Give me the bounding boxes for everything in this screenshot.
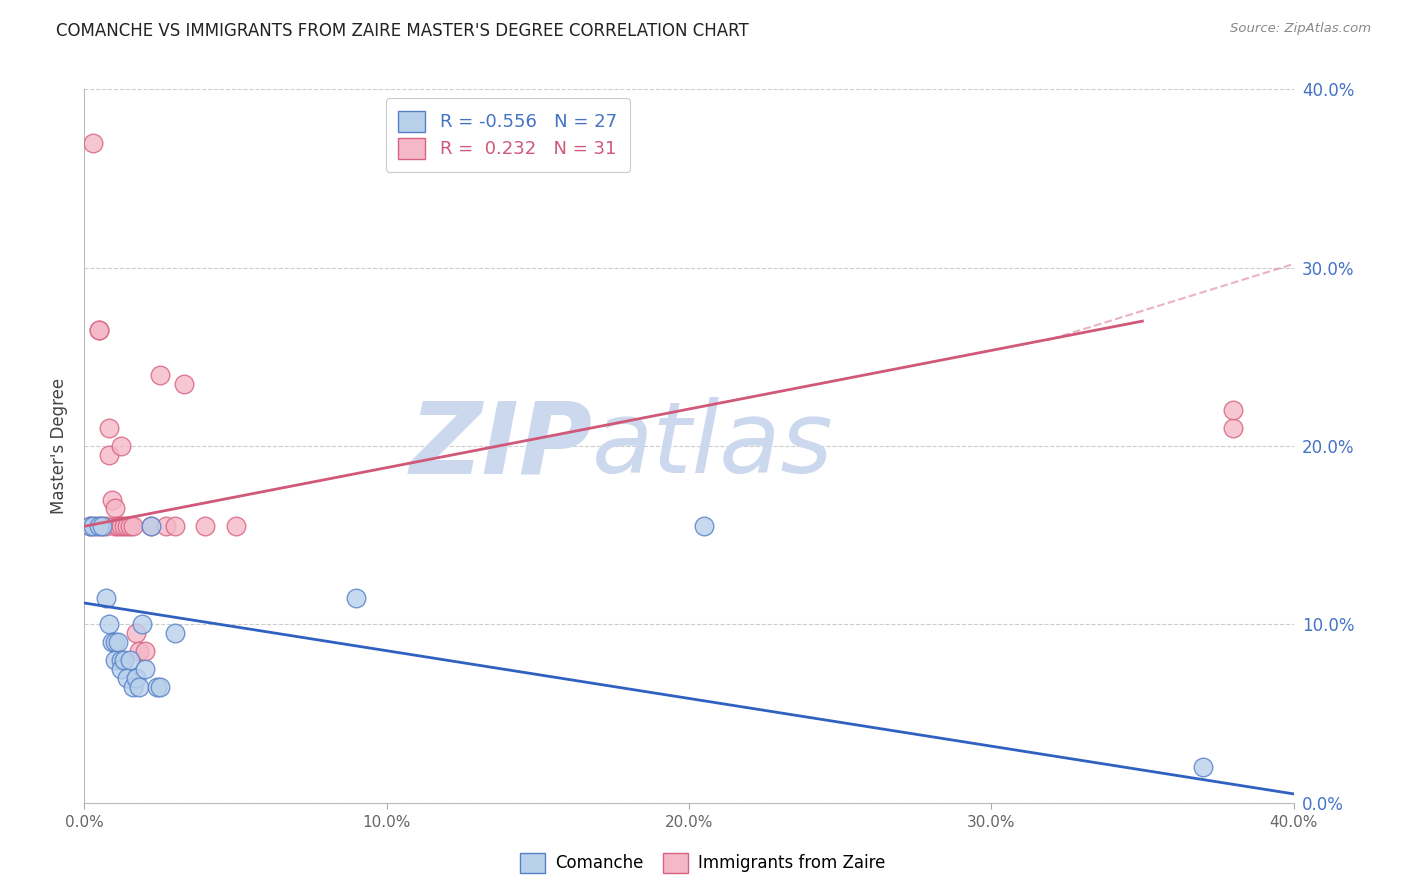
- Point: [121, 519, 143, 533]
- Point: [104, 653, 127, 667]
- Point: [165, 626, 187, 640]
- Point: [97, 421, 120, 435]
- Point: [100, 635, 122, 649]
- Point: [86, 519, 108, 533]
- Point: [134, 644, 156, 658]
- Point: [91, 519, 114, 533]
- Point: [118, 519, 141, 533]
- Text: COMANCHE VS IMMIGRANTS FROM ZAIRE MASTER'S DEGREE CORRELATION CHART: COMANCHE VS IMMIGRANTS FROM ZAIRE MASTER…: [56, 22, 749, 40]
- Point: [79, 519, 101, 533]
- Point: [100, 492, 122, 507]
- Point: [173, 376, 195, 391]
- Point: [146, 680, 169, 694]
- Point: [125, 671, 148, 685]
- Point: [1222, 403, 1244, 417]
- Point: [91, 519, 114, 533]
- Point: [131, 617, 153, 632]
- Point: [79, 519, 101, 533]
- Point: [112, 519, 135, 533]
- Point: [128, 644, 150, 658]
- Point: [115, 519, 138, 533]
- Point: [104, 501, 127, 516]
- Point: [128, 680, 150, 694]
- Point: [1192, 760, 1215, 774]
- Point: [194, 519, 217, 533]
- Point: [693, 519, 716, 533]
- Legend: R = -0.556   N = 27, R =  0.232   N = 31: R = -0.556 N = 27, R = 0.232 N = 31: [385, 98, 630, 171]
- Point: [89, 323, 111, 337]
- Point: [112, 653, 135, 667]
- Point: [104, 635, 127, 649]
- Point: [89, 323, 111, 337]
- Point: [149, 368, 172, 382]
- Point: [121, 680, 143, 694]
- Legend: Comanche, Immigrants from Zaire: Comanche, Immigrants from Zaire: [513, 847, 893, 880]
- Point: [139, 519, 162, 533]
- Y-axis label: Master's Degree: Master's Degree: [51, 378, 69, 514]
- Point: [94, 591, 117, 605]
- Point: [97, 617, 120, 632]
- Point: [89, 519, 111, 533]
- Point: [134, 662, 156, 676]
- Point: [107, 635, 129, 649]
- Point: [225, 519, 247, 533]
- Point: [107, 519, 129, 533]
- Point: [346, 591, 368, 605]
- Point: [110, 662, 132, 676]
- Point: [110, 439, 132, 453]
- Point: [82, 519, 104, 533]
- Point: [110, 653, 132, 667]
- Point: [155, 519, 177, 533]
- Point: [104, 519, 127, 533]
- Text: ZIP: ZIP: [409, 398, 592, 494]
- Point: [165, 519, 187, 533]
- Point: [97, 448, 120, 462]
- Text: Source: ZipAtlas.com: Source: ZipAtlas.com: [1230, 22, 1371, 36]
- Point: [94, 519, 117, 533]
- Text: atlas: atlas: [592, 398, 834, 494]
- Point: [1222, 421, 1244, 435]
- Point: [149, 680, 172, 694]
- Point: [82, 136, 104, 150]
- Point: [139, 519, 162, 533]
- Point: [118, 653, 141, 667]
- Point: [125, 626, 148, 640]
- Point: [110, 519, 132, 533]
- Point: [115, 671, 138, 685]
